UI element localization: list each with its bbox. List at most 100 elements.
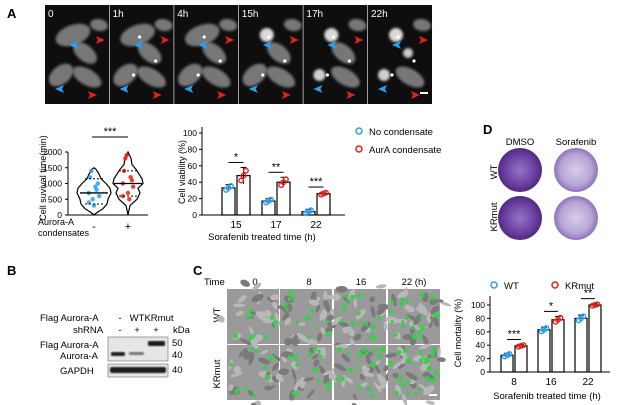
cell-shape — [383, 321, 388, 331]
green-cell — [397, 375, 404, 382]
cell-shape — [355, 309, 366, 320]
cell-shape — [375, 284, 387, 289]
scale-bar — [420, 92, 428, 94]
green-cell — [252, 393, 257, 398]
green-cell — [393, 332, 398, 337]
survival-tick-label: 2000 — [43, 147, 62, 157]
timelapse-frame-3: 15h — [238, 5, 303, 104]
blue-arrow-icon — [327, 41, 337, 49]
cell-shape — [315, 304, 321, 313]
survival-x-title-1: Aurora-A — [38, 217, 74, 227]
cell-shape — [409, 338, 417, 346]
violin-point — [95, 181, 101, 186]
green-cell — [397, 350, 402, 355]
green-cell — [400, 297, 405, 302]
green-cell — [343, 293, 347, 298]
cell-shape — [306, 389, 315, 399]
panel-a-letter: A — [7, 6, 17, 21]
blue-arrow-icon — [313, 85, 323, 93]
cell-shape — [232, 303, 246, 308]
green-cell — [418, 336, 423, 340]
survival-sig: *** — [104, 126, 118, 138]
wb-label-gapdh: GAPDH — [60, 366, 94, 377]
panel-d-col-dmso: DMSO — [506, 137, 535, 148]
legend-krmut: KRmut — [565, 281, 594, 292]
red-arrow-icon — [289, 36, 299, 44]
cell-body — [113, 63, 138, 87]
blue-arrow-icon — [378, 85, 387, 93]
green-cell — [361, 347, 367, 353]
cell-body — [266, 66, 296, 88]
cell-shape — [252, 282, 262, 291]
green-cell — [424, 356, 430, 363]
panel-c-time-0: 0 — [252, 277, 257, 288]
viability-point — [227, 182, 234, 189]
green-cell — [357, 293, 361, 298]
condensate-dot — [154, 59, 158, 63]
green-cell — [312, 347, 318, 352]
cell-shape — [368, 366, 374, 373]
cell-shape — [406, 314, 417, 321]
wb-row-flag-aurora: Flag Aurora-A — [40, 313, 99, 324]
viability-cat-label: 22 — [310, 220, 322, 231]
cell-shape — [274, 312, 279, 322]
panel-c-row-krmut: KRmut — [212, 359, 223, 388]
cell-body — [73, 42, 97, 64]
panel-c-time-16: 16 — [356, 277, 367, 288]
cell-shape — [391, 293, 397, 307]
cell-body — [389, 28, 403, 42]
green-cell — [368, 333, 375, 340]
survival-tick-label: 1000 — [43, 179, 62, 189]
cell-shape — [248, 351, 255, 366]
mortality-bar — [588, 304, 602, 373]
green-cell — [263, 334, 269, 340]
condensate-dot — [331, 35, 335, 39]
green-cell — [233, 333, 239, 339]
viability-tick-label: 0 — [192, 210, 197, 220]
cell-body — [201, 66, 231, 88]
cell-shape — [240, 279, 250, 287]
violin-point — [90, 197, 95, 202]
mortality-point — [580, 313, 587, 320]
cell-shape — [233, 365, 242, 373]
cell-shape — [322, 370, 334, 376]
cell-body — [348, 18, 367, 32]
mortality-point — [520, 342, 527, 349]
green-cell — [418, 357, 424, 363]
cell-shape — [383, 365, 389, 372]
condensate-dot — [261, 73, 265, 77]
wb-band-flag — [148, 341, 165, 346]
cell-shape — [418, 383, 430, 393]
condensate-dot — [267, 35, 271, 39]
cell-shape — [281, 356, 288, 363]
frame-time-label: 22h — [371, 9, 388, 20]
green-cell — [370, 393, 375, 398]
cell-body — [283, 18, 302, 32]
green-cell — [268, 354, 275, 361]
mortality-tick-label: 40 — [476, 340, 486, 350]
timelapse-frame-1: 1h — [109, 5, 174, 104]
well-wt-dmso — [498, 148, 542, 192]
well-wt-sorafenib — [554, 148, 598, 192]
violin-point — [131, 184, 136, 189]
blue-arrow-icon — [133, 41, 143, 49]
wb-mw-40b: 40 — [172, 365, 183, 376]
viability-point — [282, 176, 289, 183]
cell-shape — [374, 364, 381, 374]
green-cell — [236, 387, 241, 392]
timelapse-frame-0: 0 — [45, 5, 109, 104]
survival-cat-plus: + — [125, 221, 131, 233]
green-cell — [307, 335, 311, 339]
green-cell — [430, 377, 437, 383]
panel-b-western: B Flag Aurora-A shRNA - WT KRmut - + + k… — [7, 263, 191, 378]
green-cell — [371, 348, 377, 354]
cell-shape — [250, 402, 258, 405]
well-krmut-sorafenib — [554, 196, 598, 240]
panel-c-row-wt: WT — [212, 307, 223, 322]
mortality-sig: *** — [508, 329, 522, 341]
green-cell — [292, 295, 297, 301]
cell-body — [330, 66, 360, 88]
cell-shape — [230, 371, 244, 378]
cell-shape — [353, 297, 358, 309]
viability-sig: *** — [310, 176, 324, 188]
